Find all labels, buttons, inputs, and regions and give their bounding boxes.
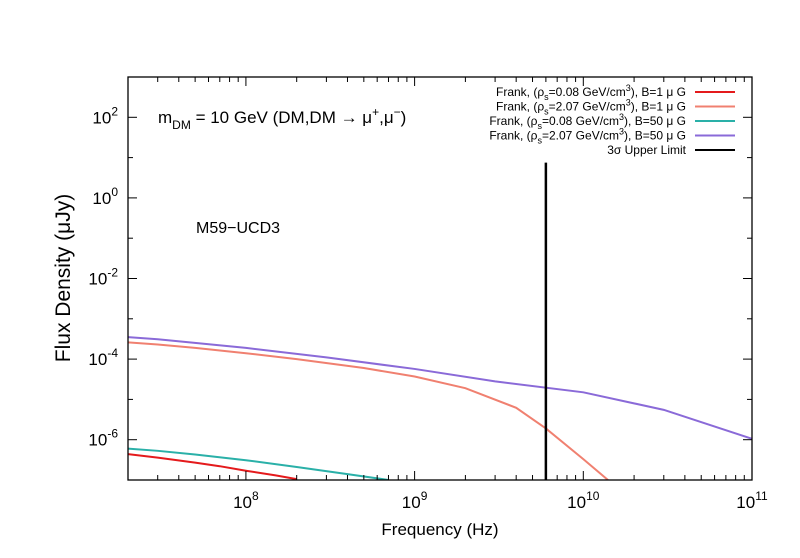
- x-axis-title: Frequency (Hz): [381, 520, 498, 539]
- legend-label: Frank, (ρs=0.08 GeV/cm3), B=1 μ G: [496, 83, 686, 102]
- source-annotation: M59−UCD3: [196, 220, 280, 237]
- series-line-2: [128, 341, 609, 480]
- y-axis-title: Flux Density (μJy): [52, 194, 75, 362]
- x-tick-label: 1010: [567, 489, 600, 512]
- legend-entry-5: 3σ Upper Limit: [607, 143, 735, 157]
- x-tick-label: 108: [233, 489, 259, 512]
- legend-label: Frank, (ρs=2.07 GeV/cm3), B=50 μ G: [489, 127, 686, 146]
- mass-annotation: mDM = 10 GeV (DM,DM → μ+,μ−): [158, 105, 406, 132]
- y-tick-label: 10-2: [88, 266, 118, 289]
- y-tick-label: 10-6: [88, 427, 118, 450]
- y-tick-label: 100: [92, 185, 118, 208]
- y-tick-label: 102: [92, 104, 118, 127]
- legend-label: Frank, (ρs=2.07 GeV/cm3), B=1 μ G: [496, 98, 686, 117]
- series-line-1: [128, 453, 297, 480]
- series-line-4: [128, 336, 752, 440]
- legend: Frank, (ρs=0.08 GeV/cm3), B=1 μ GFrank, …: [489, 83, 735, 157]
- legend-entry-1: Frank, (ρs=0.08 GeV/cm3), B=1 μ G: [496, 83, 735, 102]
- x-tick-label: 1011: [736, 489, 768, 512]
- legend-label: Frank, (ρs=0.08 GeV/cm3), B=50 μ G: [489, 112, 686, 131]
- legend-label: 3σ Upper Limit: [607, 143, 686, 157]
- legend-entry-4: Frank, (ρs=2.07 GeV/cm3), B=50 μ G: [489, 127, 735, 146]
- x-tick-label: 109: [402, 489, 428, 512]
- series-line-3: [128, 447, 389, 480]
- y-tick-label: 10-4: [88, 346, 118, 369]
- legend-entry-3: Frank, (ρs=0.08 GeV/cm3), B=50 μ G: [489, 112, 735, 131]
- legend-entry-2: Frank, (ρs=2.07 GeV/cm3), B=1 μ G: [496, 98, 735, 117]
